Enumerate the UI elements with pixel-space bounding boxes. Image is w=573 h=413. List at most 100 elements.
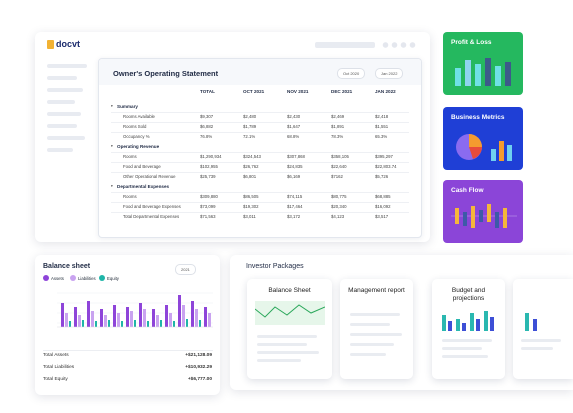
cell: 78.3%	[331, 134, 344, 139]
package-card[interactable]: Balance Sheet	[247, 279, 332, 379]
section-arrow: ▾	[111, 104, 113, 108]
row-divider	[111, 172, 409, 173]
row-divider	[111, 132, 409, 133]
card-illustration	[455, 58, 511, 86]
total-value: +$6,777.00	[187, 377, 212, 382]
section-arrow: ▾	[111, 184, 113, 188]
column-header: DEC 2021	[331, 89, 353, 94]
row-divider	[111, 112, 409, 113]
card-title: Investor Packages	[246, 263, 304, 270]
divider	[43, 350, 213, 351]
toolbar-icons[interactable]	[381, 42, 417, 48]
nav-item[interactable]	[47, 64, 87, 68]
year-filter[interactable]: 2021	[175, 264, 196, 275]
column-header: NOV 2021	[287, 89, 309, 94]
row-label: Rooms	[123, 154, 137, 159]
column-header: TOTAL	[200, 89, 215, 94]
nav-item[interactable]	[47, 76, 77, 80]
cell: $6,801	[243, 174, 257, 179]
balance-chart	[57, 292, 213, 328]
date-filter[interactable]: Jan 2022	[375, 68, 404, 79]
card-title: Balance sheet	[43, 263, 91, 270]
business-metrics-card[interactable]: Business Metrics	[443, 107, 523, 170]
cell: $3,172	[287, 214, 301, 219]
nav-item[interactable]	[47, 136, 85, 140]
cell: $307,868	[287, 154, 305, 159]
cell: $1,551	[375, 124, 389, 129]
legend-swatch	[70, 275, 76, 281]
row-label: Rooms	[123, 194, 137, 199]
row-label: Total Departmental Expenses	[123, 214, 180, 219]
cell: $102,955	[200, 164, 218, 169]
cell: $1,647	[287, 124, 301, 129]
nav-item[interactable]	[47, 112, 81, 116]
column-header: JAN 2022	[375, 89, 396, 94]
cell: $358,105	[331, 154, 349, 159]
section-title: Departmental Expenses	[117, 184, 170, 189]
cell: $73,099	[200, 204, 216, 209]
cell: $22,803.74	[375, 164, 397, 169]
cell: $4,123	[331, 214, 345, 219]
package-card[interactable]: Budget and projections	[432, 279, 505, 379]
cell: $5,726	[375, 174, 389, 179]
package-title: Management report	[348, 287, 405, 294]
balance-sheet-card: Balance sheet 2021 Assets Liabilities Eq…	[35, 255, 220, 395]
nav-item[interactable]	[47, 100, 75, 104]
card-title: Business Metrics	[451, 114, 505, 121]
section-title: Operating Revenue	[117, 144, 160, 149]
cell: $71,563	[200, 214, 216, 219]
row-label: Other Operational Revenue	[123, 174, 176, 179]
cell: 76.8%	[200, 134, 213, 139]
cell: $26,762	[243, 164, 259, 169]
package-illustration	[255, 301, 325, 325]
cell: $80,775	[331, 194, 347, 199]
row-divider	[111, 162, 409, 163]
cell: $24,835	[287, 164, 303, 169]
total-value: +$10,932.29	[185, 365, 212, 370]
package-illustration	[442, 311, 494, 331]
row-divider	[111, 122, 409, 123]
cell: $3,011	[243, 214, 256, 219]
total-label: Total Assets	[43, 353, 69, 358]
row-label: Rooms Available	[123, 114, 155, 119]
nav-item[interactable]	[47, 124, 77, 128]
cell: $3,517	[375, 214, 389, 219]
statement-panel: Owner's Operating Statement Oct 2020 Jan…	[98, 58, 422, 238]
card-illustration	[456, 134, 512, 161]
logo: docvt	[56, 39, 81, 49]
cell: $1,891	[331, 124, 345, 129]
row-label: Rooms Sold	[123, 124, 147, 129]
legend-label: Equity	[107, 276, 119, 281]
legend-label: Assets	[51, 276, 64, 281]
cell: $6,882	[200, 124, 214, 129]
row-divider	[111, 152, 409, 153]
statement-title: Owner's Operating Statement	[113, 69, 219, 78]
cell: $9,307	[200, 114, 214, 119]
card-illustration	[451, 204, 517, 228]
cell: $2,430	[287, 114, 301, 119]
search[interactable]	[315, 42, 375, 48]
row-divider	[111, 202, 409, 203]
card-title: Profit & Loss	[451, 39, 492, 46]
cash-flow-card[interactable]: Cash Flow	[443, 180, 523, 243]
cell: $74,115	[287, 194, 303, 199]
cell: $20,340	[331, 204, 347, 209]
cell: $1,290,934	[200, 154, 222, 159]
package-title: Budget and projections	[451, 287, 486, 302]
nav-item[interactable]	[47, 148, 73, 152]
row-label: Food and Beverage	[123, 164, 161, 169]
cell: $2,469	[331, 114, 345, 119]
cell: $86,505	[243, 194, 259, 199]
card-title: Cash Flow	[451, 187, 484, 194]
cell: $68,885	[375, 194, 391, 199]
cell: $16,092	[375, 204, 391, 209]
package-card[interactable]	[513, 279, 573, 379]
nav-item[interactable]	[47, 88, 83, 92]
package-card[interactable]: Management report	[340, 279, 413, 379]
cell: $17,464	[287, 204, 303, 209]
legend-swatch	[43, 275, 49, 281]
date-filter[interactable]: Oct 2020	[337, 68, 366, 79]
profit-loss-card[interactable]: Profit & Loss	[443, 32, 523, 95]
cell: 65.3%	[375, 134, 388, 139]
